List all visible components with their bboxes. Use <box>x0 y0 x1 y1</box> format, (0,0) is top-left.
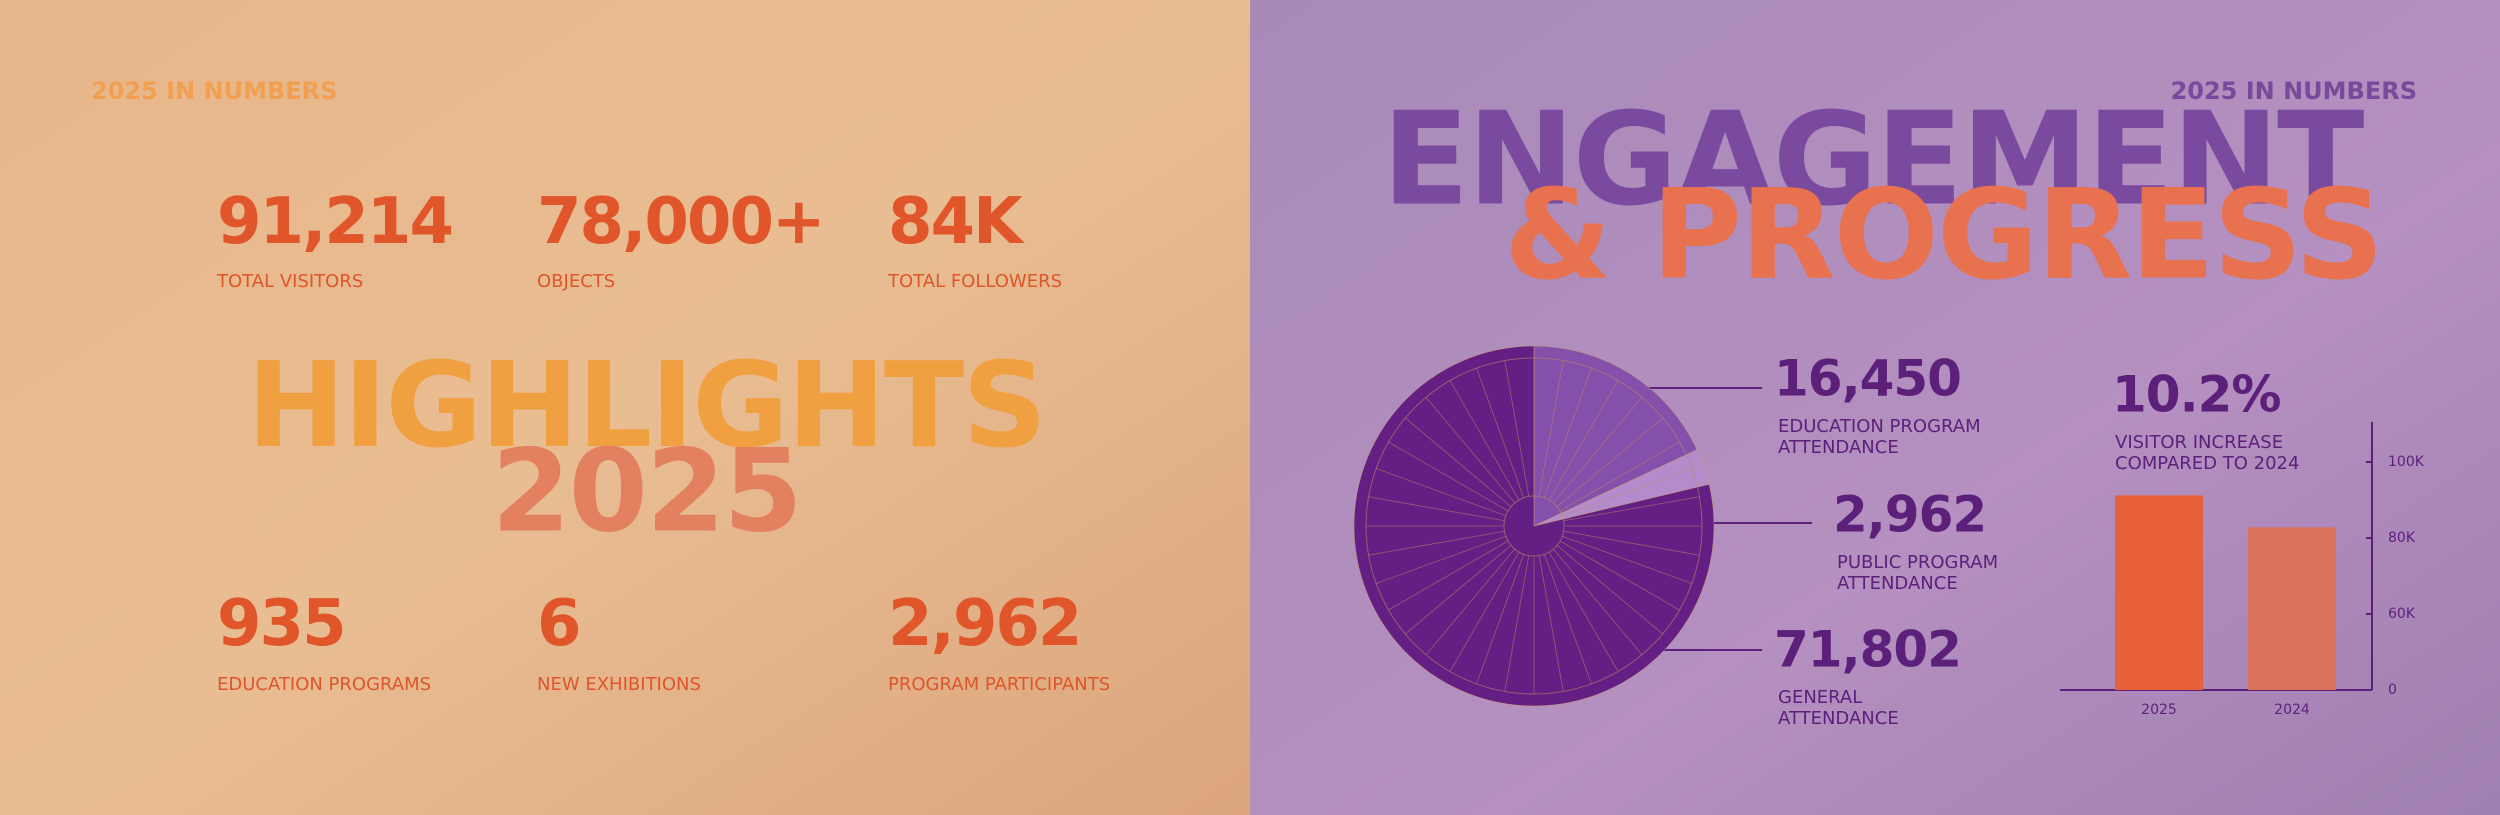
pie-texture <box>1538 555 1564 692</box>
stat-value: 84K <box>888 185 1023 260</box>
pie-texture <box>1556 544 1663 635</box>
stat-label: PROGRAM PARTICIPANTS <box>888 674 1111 695</box>
stat-label: EDUCATION PROGRAMS <box>217 674 432 695</box>
pie-texture <box>1563 530 1700 556</box>
pie-texture <box>1375 535 1506 584</box>
bar <box>2248 527 2336 690</box>
stat-value: 2,962 <box>888 587 1082 662</box>
left-background <box>0 0 1250 815</box>
y-tick-label: 80K <box>2388 530 2416 546</box>
pie-texture <box>1559 540 1680 611</box>
pie-texture <box>1476 367 1525 498</box>
pie-texture <box>1556 417 1663 508</box>
pie-texture <box>1563 496 1700 522</box>
stat-value: 935 <box>217 587 347 662</box>
stat-label: TOTAL FOLLOWERS <box>888 271 1063 292</box>
pie-texture <box>1552 397 1643 504</box>
pie-texture <box>1476 554 1525 685</box>
pie-texture <box>1548 551 1619 672</box>
title: ENGAGEMENT <box>1382 85 2364 235</box>
pie-texture <box>1368 530 1505 556</box>
pie-texture <box>1449 551 1520 672</box>
subtitle: & PROGRESS <box>1503 163 2384 308</box>
kicker: 2025 IN NUMBERS <box>2170 77 2417 105</box>
stat-value: 6 <box>537 587 582 662</box>
pie-texture <box>1503 495 1565 557</box>
annotation-title: 10.2% <box>2112 365 2281 424</box>
pie-texture <box>1543 554 1592 685</box>
title: HIGHLIGHTS <box>246 336 1047 475</box>
pie-texture <box>1552 548 1643 655</box>
stat-label: OBJECTS <box>537 271 616 292</box>
pie-texture <box>1562 535 1693 584</box>
pie-category-label: PUBLIC PROGRAM ATTENDANCE <box>1837 552 1999 594</box>
pie-slice <box>1353 345 1715 707</box>
pie-value-label: 71,802 <box>1774 620 1962 679</box>
annotation: VISITOR INCREASE COMPARED TO 2024 <box>2115 432 2300 474</box>
pie-texture <box>1562 468 1693 517</box>
pie-category-label: GENERAL ATTENDANCE <box>1778 687 1899 729</box>
pie-texture <box>1368 496 1505 522</box>
pie-texture <box>1375 468 1506 517</box>
pie-slice <box>1533 345 1698 527</box>
x-tick-label: 2025 <box>2141 702 2177 718</box>
kicker: 2025 IN NUMBERS <box>91 77 338 105</box>
title-year: 2025 <box>491 424 802 558</box>
pie-texture <box>1504 360 1530 497</box>
bar <box>2115 495 2203 690</box>
pie-texture <box>1405 544 1512 635</box>
pie-texture <box>1548 380 1619 501</box>
pie-texture <box>1543 367 1592 498</box>
x-tick-label: 2024 <box>2274 702 2310 718</box>
pie-texture <box>1559 441 1680 512</box>
pie-texture <box>1388 441 1509 512</box>
stat-label: TOTAL VISITORS <box>217 271 364 292</box>
pie-value-label: 16,450 <box>1774 349 1962 408</box>
pie-texture <box>1449 380 1520 501</box>
pie-texture <box>1388 540 1509 611</box>
pie-texture <box>1365 357 1703 695</box>
stat-value: 91,214 <box>217 185 454 260</box>
pie-texture <box>1425 397 1516 504</box>
pie-value-label: 2,962 <box>1833 485 1987 544</box>
pie-texture <box>1538 360 1564 497</box>
y-tick-label: 60K <box>2388 606 2416 622</box>
pie-category-label: EDUCATION PROGRAM ATTENDANCE <box>1778 416 1981 458</box>
stat-value: 78,000+ <box>537 185 826 260</box>
stat-label: NEW EXHIBITIONS <box>537 674 701 695</box>
pie-texture <box>1504 555 1530 692</box>
pie-texture <box>1405 417 1512 508</box>
y-tick-label: 0 <box>2388 682 2397 698</box>
y-tick-label: 100K <box>2388 454 2425 470</box>
pie-texture <box>1425 548 1516 655</box>
